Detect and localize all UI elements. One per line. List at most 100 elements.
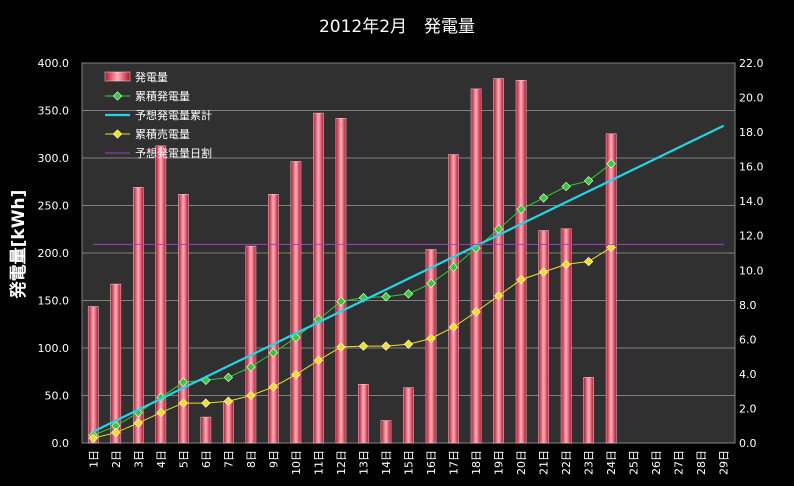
series-point [223,396,234,406]
y2-tick-label: 8.0 [739,299,757,312]
x-tick-label: 5日 [177,450,190,468]
bar [538,230,549,444]
x-tick-label: 23日 [583,450,596,475]
series-point [516,204,526,214]
bar [493,78,504,444]
series-point [583,256,594,267]
bar [110,283,122,444]
series-point [246,390,256,401]
series-point [448,262,459,272]
x-tick-label: 26日 [650,450,663,475]
x-tick-label: 19日 [493,450,506,475]
x-tick-label: 4日 [155,450,168,468]
bar [560,228,572,444]
bar [583,377,594,444]
series-point [516,274,526,285]
bar [87,306,99,444]
series-point [268,348,279,358]
y2-tick-label: 2.0 [739,402,757,415]
bar [200,416,212,444]
y-tick-label: 0.0 [52,437,70,450]
y2-tick-label: 6.0 [739,333,757,346]
series-point [403,339,414,349]
series-point [403,289,414,299]
series-point [606,242,616,252]
bar [448,154,459,444]
bar [132,187,144,444]
bar [223,401,234,444]
y-tick-label: 50.0 [45,390,70,403]
x-tick-label: 29日 [718,450,731,475]
y2-tick-label: 20.0 [739,92,764,105]
series-point [111,427,121,438]
series-point [471,307,481,317]
x-tick-label: 11日 [312,450,325,475]
series-point [358,341,369,351]
series-point [156,407,166,418]
legend-label: 予想発電量累計 [135,108,212,122]
bar [380,420,392,444]
x-tick-label: 14日 [380,450,393,475]
series-point [313,355,324,366]
x-tick-label: 10日 [290,450,303,475]
series-point [493,291,504,301]
y2-tick-label: 12.0 [739,230,764,243]
x-tick-label: 15日 [403,450,416,475]
series-line [93,246,612,439]
x-tick-label: 9日 [267,450,280,468]
series-point [561,181,571,192]
x-tick-label: 13日 [357,450,370,475]
x-tick-label: 1日 [87,450,100,468]
series-point [268,382,279,392]
legend-label: 予想発電量日割 [135,146,212,160]
x-tick-label: 16日 [425,450,438,475]
bar [515,80,527,444]
series-line [93,163,612,436]
series-point [201,398,211,408]
legend-label: 累積発電量 [135,89,190,103]
legend-label: 発電量 [135,70,168,84]
x-tick-label: 27日 [673,450,686,475]
x-tick-label: 24日 [605,450,618,475]
x-tick-label: 8日 [245,450,258,468]
y-tick-label: 300.0 [38,152,70,165]
series-point [246,362,256,372]
series-line [92,124,725,433]
y-axis-label: 発電量[kWh] [8,190,29,300]
x-tick-label: 7日 [222,450,235,468]
series-point [223,372,234,383]
x-tick-label: 2日 [110,450,123,468]
y2-tick-label: 22.0 [739,57,764,70]
bar [358,384,369,444]
x-tick-label: 25日 [628,450,641,475]
x-tick-label: 18日 [470,450,483,475]
series-point [426,333,436,344]
series-point [538,193,549,203]
bar [605,133,617,444]
y2-tick-label: 0.0 [739,437,757,450]
bar [245,245,257,444]
series-point [336,296,346,307]
y2-tick-label: 18.0 [739,126,764,139]
y-tick-label: 350.0 [38,105,70,118]
series-point [426,278,436,289]
legend-label: 累積売電量 [135,127,190,141]
x-tick-label: 6日 [200,450,213,468]
bar [403,387,414,444]
x-tick-label: 17日 [448,450,461,475]
y2-tick-label: 16.0 [739,161,764,174]
y-tick-label: 250.0 [38,200,70,213]
bar [425,249,437,444]
x-tick-label: 12日 [335,450,348,475]
series-point [493,224,504,234]
series-point [291,369,301,380]
bar [290,161,302,444]
series-point [336,342,346,352]
series-point [111,421,121,431]
y-tick-label: 200.0 [38,247,70,260]
y-tick-label: 400.0 [38,57,70,70]
series-point [178,377,188,387]
y2-tick-label: 14.0 [739,195,764,208]
